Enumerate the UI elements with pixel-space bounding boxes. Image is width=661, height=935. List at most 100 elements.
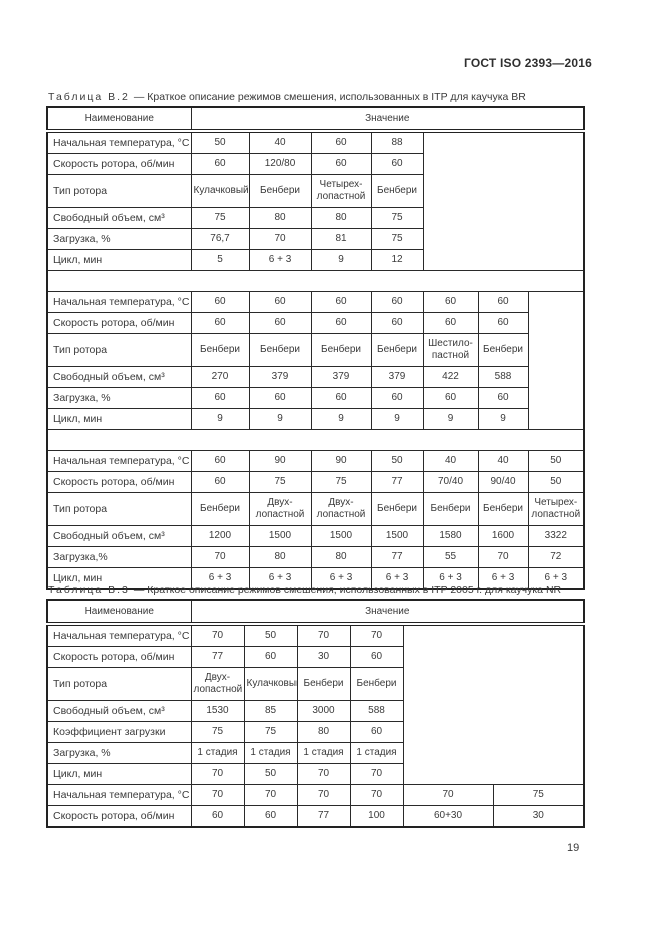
value-cell: 40 xyxy=(422,450,479,472)
table-b3: Наименование Значение Начальная температур… xyxy=(46,599,586,828)
table-row: Скорость ротора, об/мин 60 60 60 60 60 60 xyxy=(46,312,584,334)
row-label-cell: Тип ротора xyxy=(46,667,192,701)
value-cell: 50 xyxy=(527,450,585,472)
value-cell: 1530 xyxy=(190,700,245,722)
row-label-cell: Цикл, мин xyxy=(46,408,192,430)
value-cell: 70 xyxy=(190,623,245,647)
row-label-cell: Скорость ротора, об/мин xyxy=(46,471,192,493)
empty-filler-cell xyxy=(527,291,585,430)
value-cell: 6 + 3 xyxy=(527,567,585,590)
value-cell: Четырех- лопастной xyxy=(527,492,585,526)
value-cell: 12 xyxy=(370,249,424,271)
value-cell: Двух- лопастной xyxy=(248,492,312,526)
value-cell: 60 xyxy=(349,646,404,668)
value-cell: 50 xyxy=(243,763,298,785)
value-cell: 6 + 3 xyxy=(248,249,312,271)
value-cell: 1500 xyxy=(248,525,312,547)
value-cell: 40 xyxy=(477,450,529,472)
value-cell: 77 xyxy=(370,471,424,493)
table-row: Свободный объем, см³ 1200 1500 1500 1500 1580… xyxy=(46,525,585,547)
table-row: Цикл, мин 5 6 + 3 9 12 xyxy=(46,249,584,271)
table-row: Начальная температура, °С 60 90 90 50 40 40 50 xyxy=(46,450,585,472)
value-cell: 1200 xyxy=(190,525,250,547)
table-row: Тип ротора Бенбери Двух- лопастной Двух- ло… xyxy=(46,492,585,526)
value-cell: 9 xyxy=(248,408,312,430)
value-cell: 70 xyxy=(349,623,404,647)
column-header-value: Значение xyxy=(190,599,585,626)
value-cell: 1500 xyxy=(310,525,372,547)
value-cell: 1580 xyxy=(422,525,479,547)
value-cell: 60 xyxy=(477,387,529,409)
value-cell: 9 xyxy=(370,408,424,430)
column-header-value: Значение xyxy=(190,106,585,133)
value-cell: 70/40 xyxy=(422,471,479,493)
value-cell: Кулачковый xyxy=(243,667,298,701)
value-cell: 60 xyxy=(310,291,372,313)
value-cell: 60 xyxy=(370,291,424,313)
value-cell: Бенбери xyxy=(477,492,529,526)
section-separator-row xyxy=(46,429,585,451)
separator-cell xyxy=(46,429,585,451)
table-row: Тип ротора Двух- лопастной Кулачковый Бенбе… xyxy=(46,667,584,701)
value-cell: 379 xyxy=(370,366,424,388)
value-cell: 50 xyxy=(190,130,250,154)
page-number: 19 xyxy=(567,842,580,854)
value-cell: 9 xyxy=(310,408,372,430)
table-row: Цикл, мин 9 9 9 9 9 9 xyxy=(46,408,584,430)
row-label-cell: Коэффициент загрузки xyxy=(46,721,192,743)
value-cell: 77 xyxy=(296,805,351,828)
table-b3-caption-label: Таблица В.3 xyxy=(48,584,130,596)
row-label-cell: Тип ротора xyxy=(46,174,192,208)
value-cell: 6 + 3 xyxy=(370,567,424,590)
value-cell: 60 xyxy=(190,153,250,175)
value-cell: 1 стадия xyxy=(296,742,351,764)
column-header-name: Наименование xyxy=(46,599,192,626)
value-cell: 9 xyxy=(477,408,529,430)
value-cell: 85 xyxy=(243,700,298,722)
value-cell: 75 xyxy=(492,784,585,806)
value-cell: 60 xyxy=(310,130,372,154)
value-cell: Кулачковый xyxy=(190,174,250,208)
value-cell: 55 xyxy=(422,546,479,568)
value-cell: 80 xyxy=(310,207,372,229)
value-cell: 90/40 xyxy=(477,471,529,493)
row-label-cell: Скорость ротора, об/мин xyxy=(46,646,192,668)
row-label-cell: Загрузка, % xyxy=(46,228,192,250)
table-row: Загрузка,% 70 80 80 77 55 70 72 xyxy=(46,546,585,568)
row-label-cell: Загрузка,% xyxy=(46,546,192,568)
row-label-cell: Свободный объем, см³ xyxy=(46,207,192,229)
table-row: Начальная температура, °С 70 70 70 70 70 75 xyxy=(46,784,585,806)
table-row: Свободный объем, см³ 270 379 379 379 422 588 xyxy=(46,366,584,388)
value-cell: 1500 xyxy=(370,525,424,547)
row-label-cell: Свободный объем, см³ xyxy=(46,366,192,388)
value-cell: 60 xyxy=(422,291,479,313)
value-cell: Бенбери xyxy=(422,492,479,526)
value-cell: Бенбери xyxy=(370,333,424,367)
value-cell: 6 + 3 xyxy=(422,567,479,590)
value-cell: Бенбери xyxy=(370,492,424,526)
table-row: Загрузка, % 76,7 70 81 75 xyxy=(46,228,584,250)
value-cell: 60 xyxy=(190,291,250,313)
table-row: Скорость ротора, об/мин 60 60 77 100 60+30 30 xyxy=(46,805,585,828)
value-cell: 60 xyxy=(422,312,479,334)
value-cell: Бенбери xyxy=(310,333,372,367)
value-cell: 379 xyxy=(310,366,372,388)
value-cell: 1 стадия xyxy=(243,742,298,764)
row-label-cell: Свободный объем, см³ xyxy=(46,700,192,722)
table-row: Скорость ротора, об/мин 60 120/80 60 60 xyxy=(46,153,584,175)
table-b3-caption: Таблица В.3— Краткое описание режимов см… xyxy=(48,584,561,596)
value-cell: 60 xyxy=(248,312,312,334)
value-cell: 1600 xyxy=(477,525,529,547)
value-cell: 70 xyxy=(248,228,312,250)
row-label-cell: Цикл, мин xyxy=(46,763,192,785)
value-cell: 70 xyxy=(190,763,245,785)
value-cell: 30 xyxy=(296,646,351,668)
value-cell: 6 + 3 xyxy=(477,567,529,590)
table-row: Начальная температура, °С 60 60 60 60 60 60 xyxy=(46,291,585,430)
value-cell: 60 xyxy=(422,387,479,409)
value-cell: 3000 xyxy=(296,700,351,722)
value-cell: 80 xyxy=(310,546,372,568)
row-label-cell: Тип ротора xyxy=(46,333,192,367)
value-cell: 6 + 3 xyxy=(248,567,312,590)
